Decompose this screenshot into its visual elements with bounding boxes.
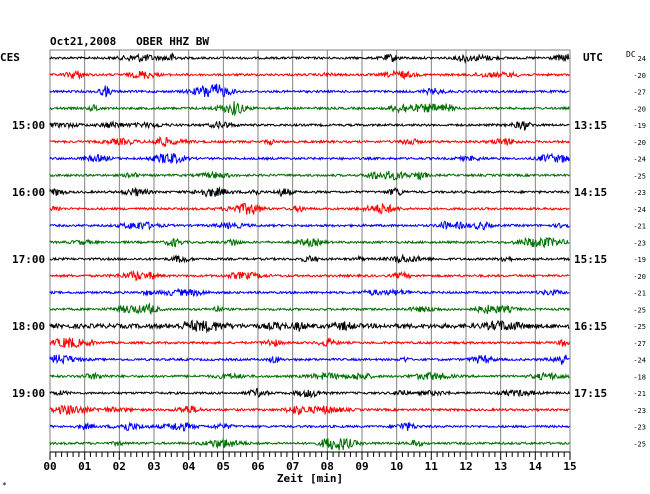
dc-offset-5: -20 <box>633 139 646 147</box>
trace-row-7 <box>49 170 570 181</box>
trace-row-19 <box>49 371 570 382</box>
dc-offset-12: -19 <box>633 256 646 264</box>
chart-title: Oct21,2008 OBER HHZ BW <box>50 35 209 48</box>
trace-row-13 <box>49 269 570 282</box>
trace-row-17 <box>49 336 570 348</box>
x-tick-label-11: 11 <box>425 460 439 473</box>
x-tick-label-07: 07 <box>286 460 299 473</box>
left-axis-label: CES <box>0 51 20 64</box>
trace-row-1 <box>49 69 570 81</box>
trace-row-6 <box>49 152 570 165</box>
trace-row-9 <box>49 202 570 215</box>
dc-offset-10: -21 <box>633 223 646 231</box>
trace-row-18 <box>49 354 570 365</box>
trace-row-22 <box>49 421 570 432</box>
x-tick-label-13: 13 <box>494 460 507 473</box>
trace-row-11 <box>49 236 570 249</box>
left-hour-label-2: 17:00 <box>12 253 45 266</box>
dc-offset-21: -23 <box>633 407 646 415</box>
x-tick-label-10: 10 <box>390 460 403 473</box>
trace-row-5 <box>49 135 570 148</box>
dc-offset-13: -20 <box>633 273 646 281</box>
x-tick-label-00: 00 <box>43 460 56 473</box>
dc-offset-0: 24 <box>638 55 646 63</box>
trace-row-2 <box>49 83 570 98</box>
x-tick-label-04: 04 <box>182 460 196 473</box>
x-tick-label-03: 03 <box>147 460 160 473</box>
dc-offset-1: -20 <box>633 72 646 80</box>
trace-row-4 <box>49 119 570 132</box>
x-tick-label-15: 15 <box>563 460 576 473</box>
dc-offset-17: -27 <box>633 340 646 348</box>
dc-label: DC <box>626 50 636 59</box>
dc-offset-18: -24 <box>633 357 646 365</box>
x-tick-label-02: 02 <box>113 460 126 473</box>
time-axis: 00 01 02 03 04 05 06 07 08 09 10 11 12 13 14 15 <box>43 451 577 473</box>
dc-offset-4: -19 <box>633 122 646 130</box>
trace-row-14 <box>49 287 570 298</box>
trace-row-21 <box>49 404 570 416</box>
dc-offset-3: -20 <box>633 105 646 113</box>
left-hour-label-4: 19:00 <box>12 387 45 400</box>
seismic-traces <box>49 52 570 451</box>
right-hour-label-2: 15:15 <box>574 253 607 266</box>
dc-offset-15: -25 <box>633 306 646 314</box>
dc-offset-11: -23 <box>633 239 646 247</box>
trace-row-10 <box>49 220 570 231</box>
dc-offset-20: -21 <box>633 390 646 398</box>
dc-offset-16: -25 <box>633 323 646 331</box>
left-hour-label-1: 16:00 <box>12 186 45 199</box>
trace-row-8 <box>49 186 570 198</box>
dc-offset-7: -25 <box>633 172 646 180</box>
x-tick-label-05: 05 <box>217 460 230 473</box>
x-tick-label-01: 01 <box>78 460 92 473</box>
trace-row-12 <box>49 253 570 264</box>
labels: Oct21,2008 OBER HHZ BW CES UTC DC Zeit [… <box>0 35 646 490</box>
dc-offset-6: -24 <box>633 156 646 164</box>
trace-row-15 <box>49 302 570 316</box>
right-axis-label: UTC <box>583 51 603 64</box>
right-hour-label-3: 16:15 <box>574 320 607 333</box>
right-hour-label-1: 14:15 <box>574 186 607 199</box>
x-tick-label-08: 08 <box>321 460 334 473</box>
trace-row-16 <box>49 319 570 334</box>
dc-offset-2: -27 <box>633 89 646 97</box>
dc-offset-19: -18 <box>633 373 646 381</box>
right-hour-label-0: 13:15 <box>574 119 607 132</box>
x-tick-label-09: 09 <box>355 460 368 473</box>
grid-lines <box>49 49 571 453</box>
dc-offset-22: -23 <box>633 424 646 432</box>
right-hour-label-4: 17:15 <box>574 387 607 400</box>
corner-mark: * <box>2 481 7 490</box>
dc-offset-23: -25 <box>633 440 646 448</box>
left-hour-label-3: 18:00 <box>12 320 45 333</box>
x-axis-label: Zeit [min] <box>277 472 343 485</box>
dc-offset-9: -24 <box>633 206 646 214</box>
trace-row-23 <box>49 437 570 451</box>
left-hour-label-0: 15:00 <box>12 119 45 132</box>
trace-row-0 <box>49 52 570 65</box>
x-tick-label-06: 06 <box>251 460 265 473</box>
trace-row-20 <box>49 388 570 399</box>
trace-row-3 <box>49 101 570 117</box>
x-tick-label-14: 14 <box>529 460 543 473</box>
dc-offset-14: -21 <box>633 290 646 298</box>
x-tick-label-12: 12 <box>459 460 472 473</box>
dc-offset-8: -23 <box>633 189 646 197</box>
